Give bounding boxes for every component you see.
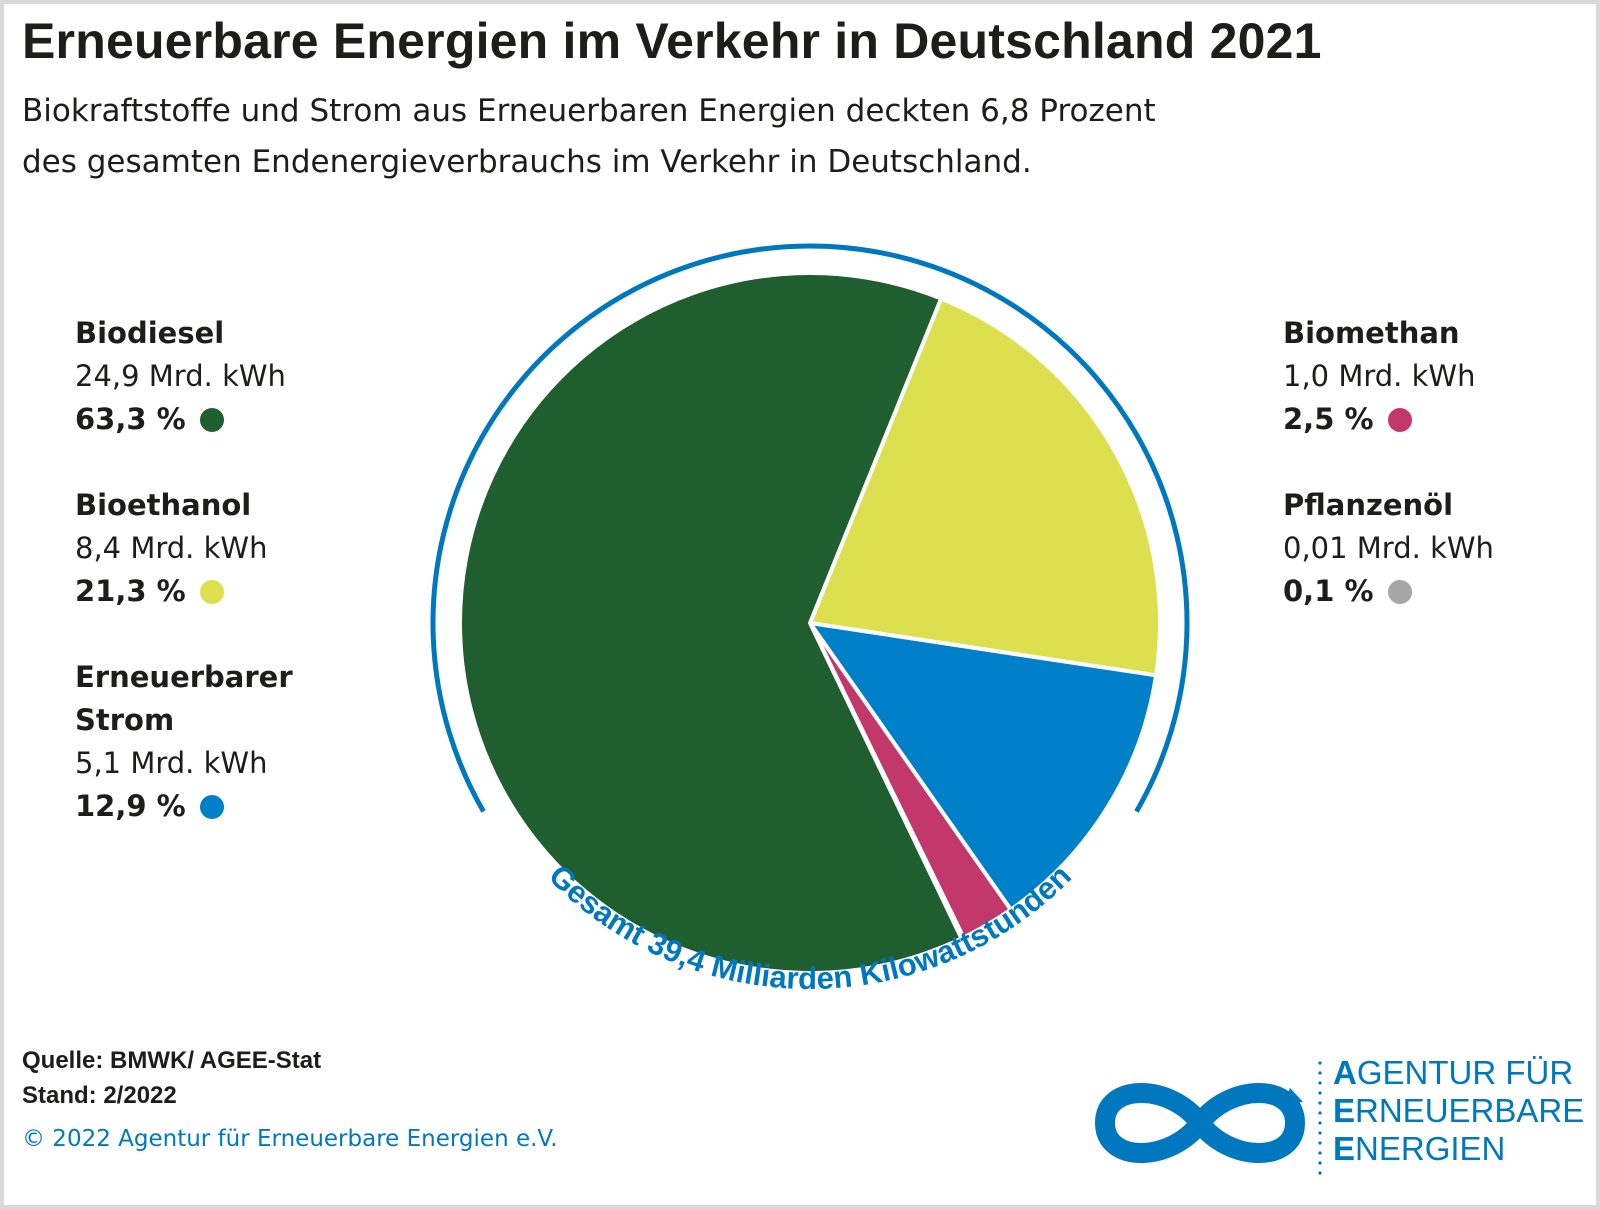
logo-wordmark: AGENTUR FÜR ERNEUERBARE ENERGIEN [1333, 1054, 1584, 1168]
legend-biomethan-value: 1,0 Mrd. kWh [1283, 359, 1476, 393]
page-title: Erneuerbare Energien im Verkehr in Deuts… [22, 13, 1322, 69]
logo-initial-3: E [1333, 1130, 1356, 1167]
pflanzenoel-color-dot [1387, 579, 1412, 604]
legend-pflanzenoel-percent: 0,1 % [1283, 574, 1374, 608]
legend-biodiesel-percent-row: 63,3 % [75, 398, 286, 441]
copyright-text: © 2022 Agentur für Erneuerbare Energien … [22, 1126, 558, 1152]
logo-rest-1: GENTUR FÜR [1356, 1054, 1574, 1091]
logo-line-3: ENERGIEN [1333, 1130, 1584, 1168]
source-note: Quelle: BMWK/ AGEE-Stat Stand: 2/2022 [22, 1043, 321, 1113]
pie-slice-biodiesel [458, 271, 964, 975]
legend-biomethan-name: Biomethan [1283, 316, 1460, 350]
subtitle-line-1: Biokraftstoffe und Strom aus Erneuerbare… [22, 93, 1156, 129]
page-subtitle: Biokraftstoffe und Strom aus Erneuerbare… [22, 86, 1402, 188]
legend-biodiesel-name: Biodiesel [75, 316, 225, 350]
legend-pflanzenoel-percent-row: 0,1 % [1283, 570, 1494, 613]
pie-slices [458, 271, 1162, 975]
legend-strom-percent: 12,9 % [75, 789, 186, 823]
subtitle-line-2: des gesamten Endenergieverbrauchs im Ver… [22, 144, 1032, 180]
legend-bioethanol: Bioethanol 8,4 Mrd. kWh 21,3 % [75, 484, 267, 613]
legend-biomethan-percent-row: 2,5 % [1283, 398, 1475, 441]
total-ring-arc [430, 243, 1190, 813]
logo-line-1: AGENTUR FÜR [1333, 1054, 1584, 1092]
legend-strom-name-line-2: Strom [75, 703, 175, 737]
legend-strom-value: 5,1 Mrd. kWh [75, 746, 268, 780]
date-text: Stand: 2/2022 [22, 1082, 177, 1109]
legend-pflanzenoel: Pflanzenöl 0,01 Mrd. kWh 0,1 % [1283, 484, 1494, 613]
biomethan-color-dot [1387, 407, 1412, 432]
legend-strom: Erneuerbarer Strom 5,1 Mrd. kWh 12,9 % [75, 656, 293, 828]
logo-rest-3: NERGIEN [1355, 1130, 1506, 1167]
legend-biodiesel-percent: 63,3 % [75, 402, 186, 436]
infinity-logo-icon [1095, 1083, 1305, 1163]
legend-biodiesel-value: 24,9 Mrd. kWh [75, 359, 286, 393]
logo-line-2: ERNEUERBARE [1333, 1092, 1584, 1130]
biodiesel-color-dot [199, 407, 224, 432]
legend-biomethan-percent: 2,5 % [1283, 402, 1374, 436]
legend-pflanzenoel-name: Pflanzenöl [1283, 488, 1454, 522]
strom-color-dot [199, 794, 224, 819]
logo-rest-2: RNEUERBARE [1355, 1092, 1585, 1129]
legend-strom-percent-row: 12,9 % [75, 785, 293, 828]
legend-bioethanol-value: 8,4 Mrd. kWh [75, 531, 268, 565]
legend-bioethanol-name: Bioethanol [75, 488, 252, 522]
legend-biodiesel: Biodiesel 24,9 Mrd. kWh 63,3 % [75, 312, 286, 441]
logo-initial-1: A [1333, 1054, 1357, 1091]
total-ring [430, 243, 1190, 813]
pie-slice-bioethanol [808, 296, 1162, 678]
legend-pflanzenoel-value: 0,01 Mrd. kWh [1283, 531, 1494, 565]
legend-strom-name-line-1: Erneuerbarer [75, 660, 293, 694]
source-text: Quelle: BMWK/ AGEE-Stat [22, 1047, 322, 1074]
logo-divider [1318, 1058, 1322, 1176]
pie-slice-erneuerbarer-strom [808, 621, 1159, 912]
legend-biomethan: Biomethan 1,0 Mrd. kWh 2,5 % [1283, 312, 1475, 441]
logo-initial-2: E [1333, 1092, 1356, 1129]
legend-bioethanol-percent: 21,3 % [75, 574, 186, 608]
bioethanol-color-dot [199, 579, 224, 604]
legend-bioethanol-percent-row: 21,3 % [75, 570, 267, 613]
